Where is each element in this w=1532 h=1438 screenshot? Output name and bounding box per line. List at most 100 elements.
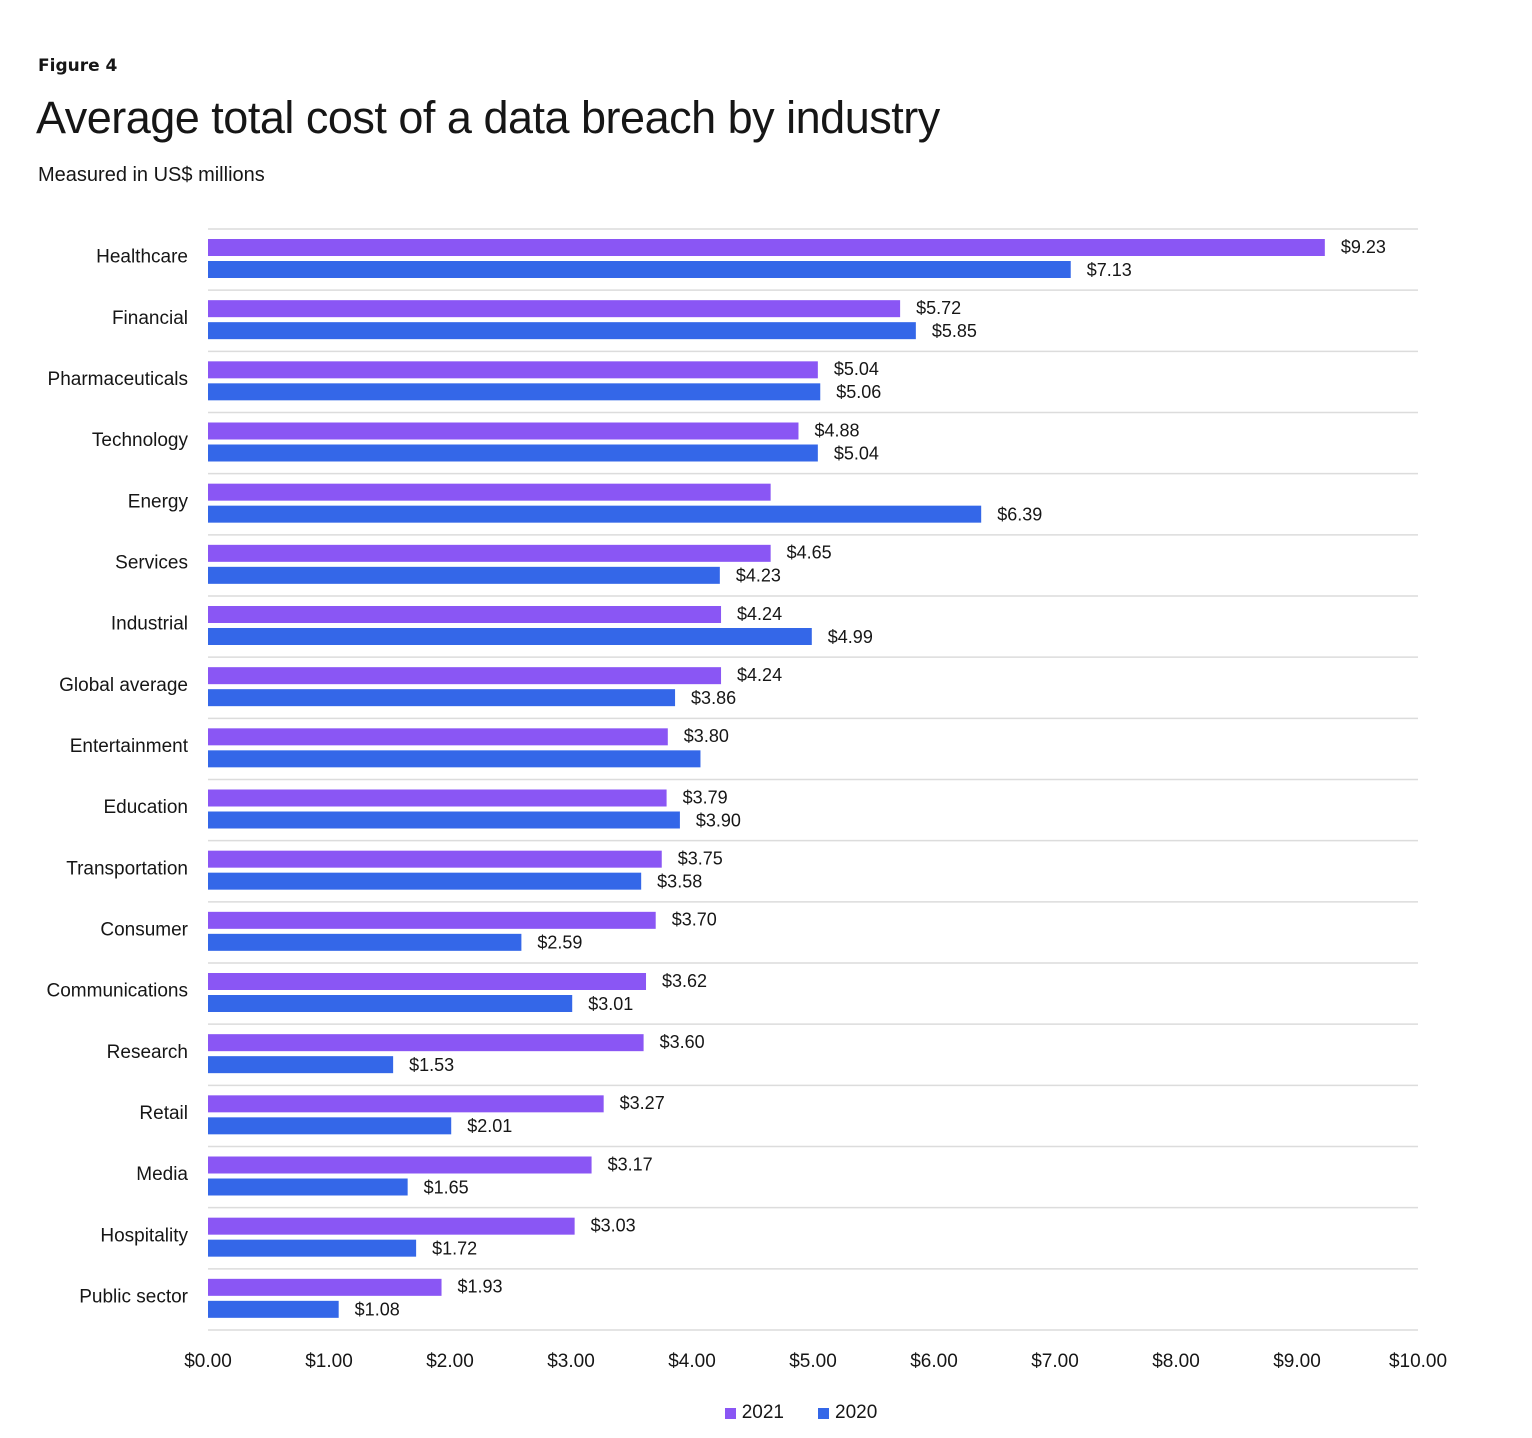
bar-2020 [208,750,701,768]
data-label: $4.24 [737,604,782,624]
bar-2020 [208,1239,417,1257]
data-label: $3.75 [678,848,723,868]
bar-2021 [208,728,668,746]
bar-2021 [208,606,722,623]
chart-subtitle: Measured in US$ millions [38,164,265,186]
x-tick-label: $8.00 [1152,1351,1200,1372]
x-tick-label: $9.00 [1273,1351,1321,1372]
data-label: $5.04 [834,359,879,379]
bar-2020 [208,811,680,829]
bar-2020 [208,383,821,401]
data-label: $1.65 [424,1177,469,1197]
data-label: $7.13 [1087,260,1132,280]
data-label: $2.59 [537,933,582,953]
legend-swatch-2020 [818,1407,829,1419]
bar-2021 [208,483,771,501]
bar-2020 [208,689,676,707]
bar-2020 [208,322,916,340]
category-label: Education [103,797,188,818]
x-tick-label: $10.00 [1389,1351,1447,1372]
bar-2021 [208,789,667,807]
category-label: Energy [128,491,189,512]
data-label: $3.86 [691,688,736,708]
x-tick-label: $3.00 [547,1351,595,1372]
bar-2020 [208,1117,452,1135]
data-label: $4.23 [736,566,781,586]
x-tick-label: $0.00 [184,1351,232,1372]
data-label: $4.24 [737,665,782,685]
bar-chart: Healthcare $9.23 $7.13 Financial $5.72 $5.85 P… [47,228,1447,1372]
category-label: Public sector [79,1286,188,1307]
bar-2021 [208,973,647,990]
category-label: Transportation [66,858,188,879]
category-label: Technology [92,430,189,451]
data-label: $1.08 [355,1300,400,1320]
bar-2021 [208,850,662,868]
x-tick-label: $6.00 [910,1351,958,1372]
x-tick-label: $7.00 [1031,1351,1079,1372]
bar-2020 [208,995,573,1012]
bar-2021 [208,1217,575,1235]
bar-2020 [208,261,1071,278]
data-label: $1.93 [458,1277,503,1297]
data-label: $3.60 [660,1032,705,1052]
bar-2021 [208,1095,604,1113]
bar-2021 [208,1034,644,1052]
bar-2021 [208,422,799,440]
category-label: Hospitality [100,1225,188,1246]
bar-2020 [208,505,982,523]
x-tick-label: $2.00 [426,1351,474,1372]
data-label: $5.06 [836,382,881,402]
figure-label: Figure 4 [38,56,118,76]
data-label: $3.80 [684,726,729,746]
data-label: $5.04 [834,443,879,463]
data-label: $3.58 [657,871,702,891]
bar-2021 [208,1156,592,1174]
bar-2021 [208,361,818,379]
x-tick-label: $5.00 [789,1351,837,1372]
bar-2021 [208,1278,442,1296]
category-label: Services [115,552,188,573]
data-label: $4.99 [828,627,873,647]
category-label: Industrial [111,614,188,635]
data-label: $3.79 [683,787,728,807]
data-label: $5.72 [916,298,961,318]
data-label: $1.53 [409,1055,454,1075]
bar-2021 [208,544,771,562]
legend-label: 2020 [835,1402,878,1423]
category-label: Communications [47,981,189,1002]
category-label: Consumer [100,919,188,940]
legend-item-2021: 2021 [724,1402,784,1424]
category-label: Healthcare [96,247,188,268]
category-label: Financial [112,308,188,329]
data-label: $4.88 [814,420,859,440]
data-label: $3.90 [696,810,741,830]
data-label: $3.01 [588,994,633,1014]
x-tick-label: $1.00 [305,1351,353,1372]
bar-2020 [208,1300,339,1318]
data-label: $5.85 [932,321,977,341]
bar-2020 [208,1056,394,1074]
legend-item-2020: 2020 [818,1402,877,1424]
data-label: $4.65 [787,543,832,563]
category-label: Global average [59,675,188,696]
legend-swatch-2021 [724,1407,736,1419]
data-label: $3.03 [591,1215,636,1235]
bar-2021 [208,300,901,318]
bar-2021 [208,667,722,685]
bar-2021 [208,239,1325,256]
data-label: $6.39 [997,504,1042,524]
data-label: $2.01 [467,1116,512,1136]
chart-title: Average total cost of a data breach by i… [36,92,940,143]
data-label: $1.72 [432,1238,477,1258]
bar-2020 [208,628,812,645]
data-label: $3.17 [608,1154,653,1174]
bar-2020 [208,444,818,462]
data-label: $9.23 [1341,237,1386,257]
data-label: $3.70 [672,910,717,930]
bar-2020 [208,872,642,890]
legend: 2021 2020 [0,1402,1532,1424]
bar-2020 [208,933,522,951]
data-label: $3.62 [662,971,707,991]
